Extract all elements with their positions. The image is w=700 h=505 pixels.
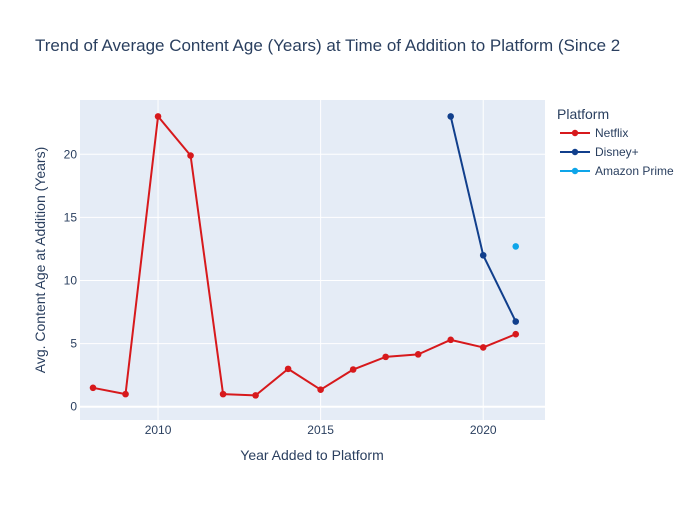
y-axis-title: Avg. Content Age at Addition (Years): [32, 147, 48, 374]
legend-marker-icon: [571, 167, 579, 175]
data-point: [512, 243, 520, 250]
legend: Platform Netflix Disney+ Amazon Prime: [557, 106, 674, 178]
axes-layer: 2010 2015 2020 0 5 10 15 20: [64, 147, 497, 437]
data-point: [187, 152, 194, 159]
data-point: [512, 318, 520, 325]
data-point: [512, 330, 520, 338]
chart-title: Trend of Average Content Age (Years) at …: [35, 36, 620, 55]
legend-marker-icon: [571, 148, 579, 156]
grid-layer: [80, 100, 545, 420]
data-point: [252, 392, 259, 399]
y-tick-label: 20: [64, 147, 78, 161]
series-line: [92, 115, 517, 397]
data-point: [414, 351, 422, 358]
y-tick-label: 0: [70, 400, 77, 414]
legend-title: Platform: [557, 106, 609, 122]
data-point: [349, 366, 357, 373]
data-point: [447, 113, 454, 120]
data-point: [382, 353, 389, 361]
plot-area: [80, 100, 545, 420]
x-tick-label: 2010: [145, 423, 172, 437]
x-tick-label: 2020: [470, 423, 497, 437]
data-point: [219, 390, 227, 398]
data-point: [479, 344, 487, 351]
data-point: [479, 251, 487, 259]
y-tick-label: 10: [64, 274, 78, 288]
data-point: [154, 113, 162, 120]
data-point: [284, 365, 292, 373]
y-tick-label: 15: [64, 210, 78, 224]
data-point: [447, 336, 454, 344]
data-point: [122, 390, 129, 398]
x-tick-label: 2015: [307, 423, 334, 437]
legend-item[interactable]: Disney+: [560, 145, 639, 159]
y-tick-label: 5: [70, 337, 77, 351]
series-layer: [89, 113, 520, 399]
legend-item[interactable]: Amazon Prime: [560, 164, 674, 178]
legend-items: Netflix Disney+ Amazon Prime: [560, 126, 674, 178]
legend-marker-icon: [571, 129, 579, 137]
data-point: [89, 384, 97, 392]
legend-item[interactable]: Netflix: [560, 126, 628, 140]
x-axis-title: Year Added to Platform: [240, 447, 383, 463]
legend-label: Disney+: [595, 145, 639, 159]
legend-label: Netflix: [595, 126, 628, 140]
data-point: [317, 386, 324, 394]
legend-label: Amazon Prime: [595, 164, 674, 178]
